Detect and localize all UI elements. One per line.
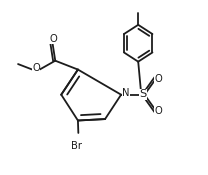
Text: O: O (49, 34, 57, 44)
Text: N: N (122, 88, 130, 98)
Text: S: S (140, 89, 147, 99)
Text: O: O (32, 63, 40, 73)
Text: O: O (155, 106, 163, 116)
Text: O: O (155, 74, 163, 84)
Text: Br: Br (71, 141, 82, 151)
